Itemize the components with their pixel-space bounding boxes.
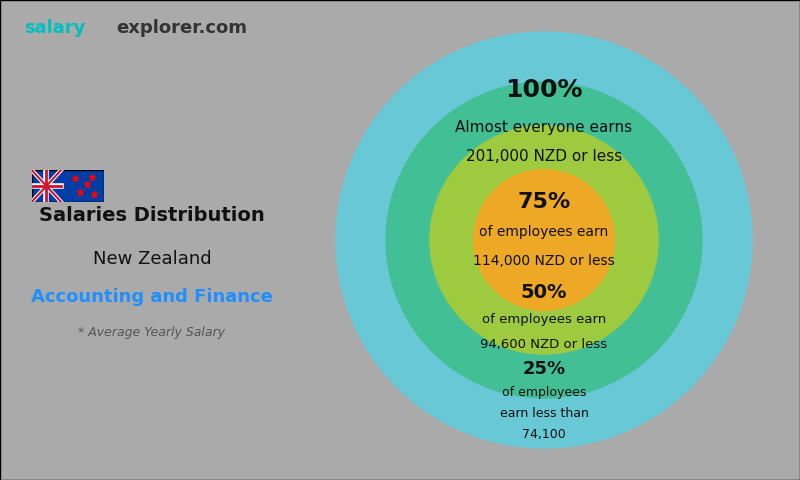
- Text: salary: salary: [24, 19, 86, 37]
- Text: 75%: 75%: [518, 192, 570, 213]
- Circle shape: [473, 169, 615, 311]
- Text: explorer.com: explorer.com: [116, 19, 247, 37]
- Text: of employees: of employees: [502, 386, 586, 399]
- Text: Salaries Distribution: Salaries Distribution: [39, 206, 265, 226]
- Text: 94,600 NZD or less: 94,600 NZD or less: [481, 338, 607, 351]
- Text: earn less than: earn less than: [499, 407, 589, 420]
- Text: 25%: 25%: [522, 360, 566, 378]
- Text: of employees earn: of employees earn: [479, 225, 609, 239]
- Text: Almost everyone earns: Almost everyone earns: [455, 120, 633, 135]
- FancyBboxPatch shape: [32, 170, 104, 202]
- Circle shape: [335, 31, 753, 449]
- Text: 100%: 100%: [506, 78, 582, 102]
- Text: of employees earn: of employees earn: [482, 313, 606, 326]
- Text: 201,000 NZD or less: 201,000 NZD or less: [466, 149, 622, 164]
- Text: 50%: 50%: [521, 283, 567, 301]
- Text: * Average Yearly Salary: * Average Yearly Salary: [78, 326, 226, 339]
- Text: New Zealand: New Zealand: [93, 250, 211, 268]
- Circle shape: [430, 125, 658, 355]
- Circle shape: [386, 82, 702, 398]
- Text: 114,000 NZD or less: 114,000 NZD or less: [473, 254, 615, 268]
- Text: 74,100: 74,100: [522, 428, 566, 441]
- Text: Accounting and Finance: Accounting and Finance: [31, 288, 273, 306]
